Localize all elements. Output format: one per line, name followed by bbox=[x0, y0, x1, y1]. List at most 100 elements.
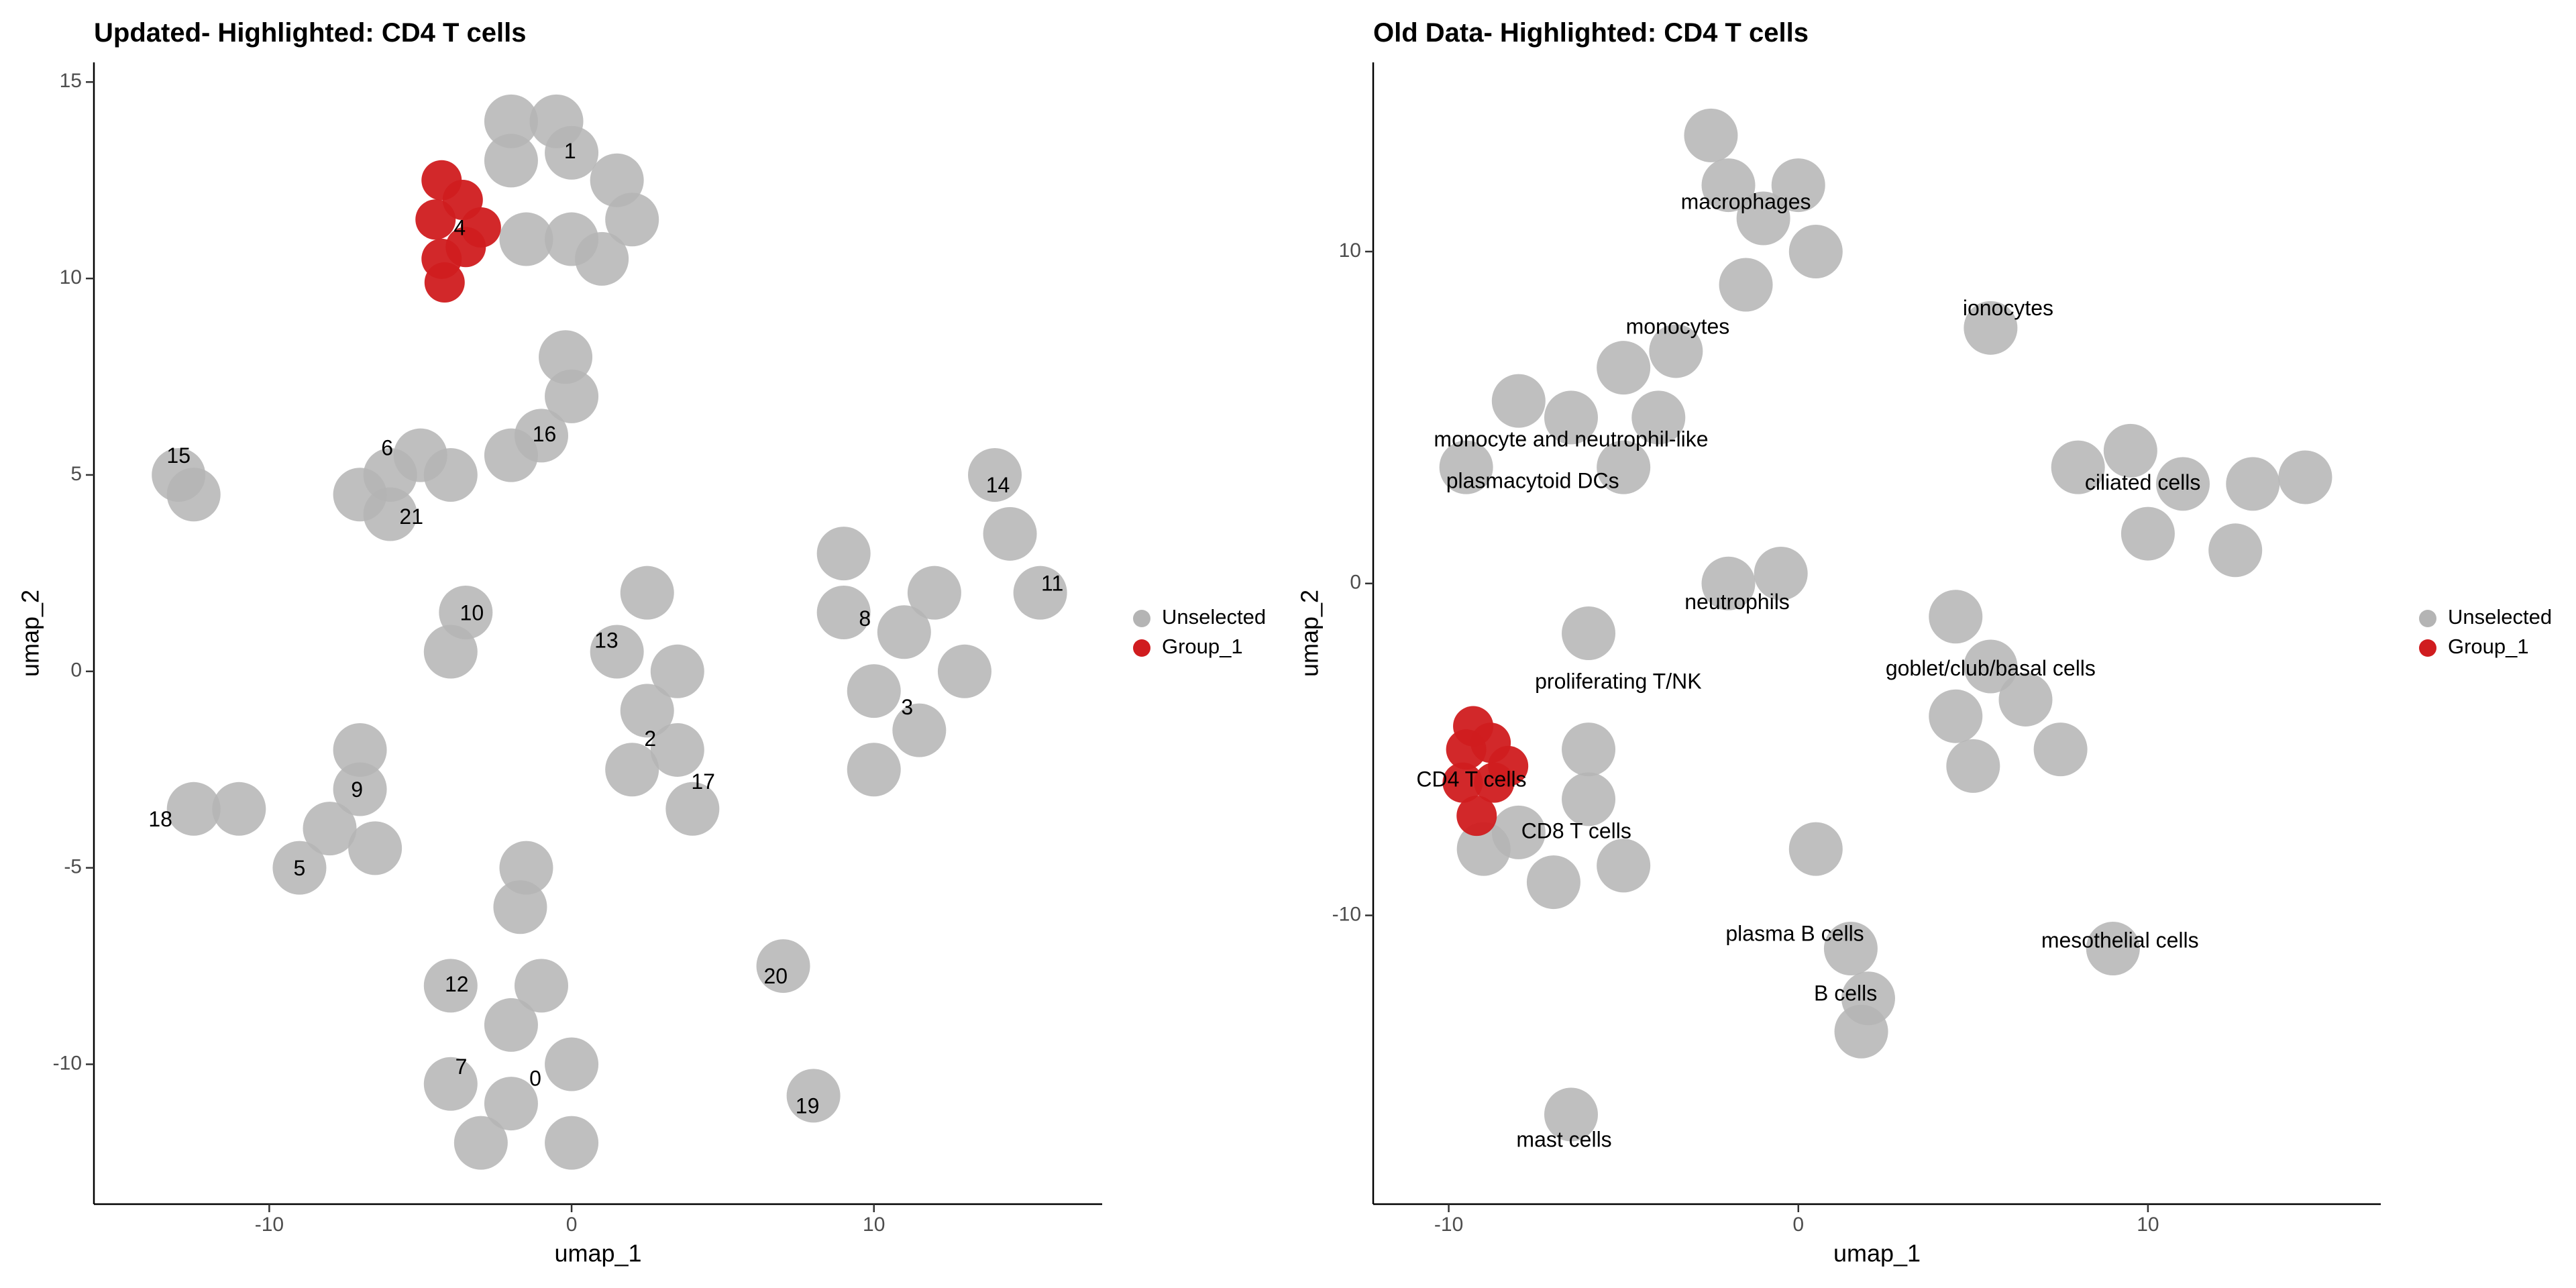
point bbox=[1562, 772, 1616, 826]
point bbox=[423, 447, 478, 502]
point bbox=[212, 782, 266, 836]
point bbox=[2121, 506, 2175, 561]
point bbox=[1562, 722, 1616, 777]
point bbox=[1013, 566, 1067, 620]
cluster-label: 1 bbox=[564, 139, 576, 163]
y-tick-label: -5 bbox=[64, 856, 82, 878]
point bbox=[499, 212, 553, 266]
point bbox=[2278, 450, 2332, 504]
legend-label: Group_1 bbox=[2448, 635, 2529, 658]
point bbox=[786, 1069, 841, 1123]
point bbox=[1823, 922, 1878, 976]
point bbox=[1834, 1004, 1888, 1059]
point bbox=[460, 207, 501, 248]
legend-swatch bbox=[1133, 639, 1150, 657]
point bbox=[620, 684, 674, 738]
cluster-label: 21 bbox=[399, 504, 423, 529]
y-tick-label: 10 bbox=[60, 266, 82, 288]
cluster-label: 16 bbox=[533, 422, 557, 446]
cluster-label: goblet/club/basal cells bbox=[1886, 656, 2096, 680]
point bbox=[2051, 440, 2105, 494]
point bbox=[423, 1057, 478, 1111]
cluster-label: 8 bbox=[859, 606, 871, 631]
point bbox=[2086, 922, 2140, 976]
cluster-label: neutrophils bbox=[1684, 590, 1790, 614]
point bbox=[937, 644, 991, 698]
panel: Updated- Highlighted: CD4 T cells1416615… bbox=[17, 18, 1267, 1267]
cluster-label: 3 bbox=[901, 695, 913, 719]
x-tick-label: -10 bbox=[255, 1214, 284, 1236]
cluster-label: CD8 T cells bbox=[1521, 818, 1631, 843]
point bbox=[1544, 1087, 1598, 1142]
legend-swatch bbox=[2419, 610, 2436, 627]
point bbox=[272, 841, 327, 895]
point bbox=[1597, 440, 1651, 494]
y-tick-label: 0 bbox=[70, 659, 82, 682]
point bbox=[1649, 324, 1703, 378]
legend-label: Unselected bbox=[2448, 605, 2552, 629]
point bbox=[816, 527, 871, 581]
point bbox=[1788, 225, 1843, 279]
y-tick-label: 15 bbox=[60, 70, 82, 92]
point bbox=[1439, 440, 1493, 494]
cluster-label: monocyte and neutrophil-like bbox=[1434, 427, 1708, 451]
legend-swatch bbox=[2419, 639, 2436, 657]
legend-swatch bbox=[1133, 610, 1150, 627]
y-tick-label: 0 bbox=[1350, 572, 1361, 594]
point bbox=[423, 625, 478, 679]
point bbox=[816, 585, 871, 639]
point bbox=[1544, 390, 1598, 445]
legend-label: Group_1 bbox=[1162, 635, 1243, 658]
point bbox=[484, 133, 538, 188]
point bbox=[333, 762, 387, 816]
point bbox=[166, 468, 221, 522]
point bbox=[1442, 762, 1483, 803]
point bbox=[1701, 158, 1756, 213]
y-tick-label: -10 bbox=[1332, 903, 1361, 925]
point bbox=[484, 94, 538, 148]
point bbox=[968, 447, 1022, 502]
point bbox=[1562, 606, 1616, 660]
point bbox=[1453, 706, 1494, 747]
point bbox=[1788, 822, 1843, 876]
point bbox=[1597, 839, 1651, 893]
point bbox=[493, 880, 547, 934]
point bbox=[2208, 523, 2263, 578]
point bbox=[453, 1116, 508, 1170]
point bbox=[892, 703, 947, 757]
cluster-label: 11 bbox=[1041, 571, 1063, 595]
point bbox=[545, 1116, 599, 1170]
point bbox=[348, 821, 402, 875]
cluster-label: 7 bbox=[455, 1055, 468, 1079]
cluster-label: monocytes bbox=[1626, 314, 1730, 338]
cluster-label: 6 bbox=[381, 435, 393, 460]
point bbox=[1456, 796, 1497, 837]
point bbox=[1754, 546, 1808, 600]
point bbox=[620, 566, 674, 620]
point bbox=[499, 841, 553, 895]
point bbox=[539, 330, 593, 384]
point bbox=[1491, 374, 1546, 428]
cluster-label: 19 bbox=[796, 1093, 820, 1118]
point bbox=[650, 644, 704, 698]
cluster-label: ionocytes bbox=[1963, 296, 2053, 320]
cluster-label: macrophages bbox=[1681, 190, 1811, 214]
point bbox=[907, 566, 961, 620]
x-tick-label: -10 bbox=[1434, 1214, 1463, 1236]
point bbox=[1719, 258, 1773, 312]
point bbox=[363, 487, 417, 541]
cluster-label: 20 bbox=[763, 964, 788, 988]
cluster-label: ciliated cells bbox=[2085, 470, 2201, 494]
point bbox=[1488, 745, 1529, 786]
point bbox=[303, 802, 357, 856]
point bbox=[2103, 423, 2157, 478]
point bbox=[484, 1077, 538, 1131]
x-tick-label: 0 bbox=[566, 1214, 578, 1236]
point bbox=[1701, 556, 1756, 610]
point bbox=[650, 722, 704, 777]
cluster-label: 0 bbox=[529, 1066, 541, 1090]
legend-label: Unselected bbox=[1162, 605, 1266, 629]
cluster-label: 9 bbox=[351, 777, 363, 802]
point bbox=[877, 605, 931, 659]
point bbox=[1964, 301, 2018, 355]
